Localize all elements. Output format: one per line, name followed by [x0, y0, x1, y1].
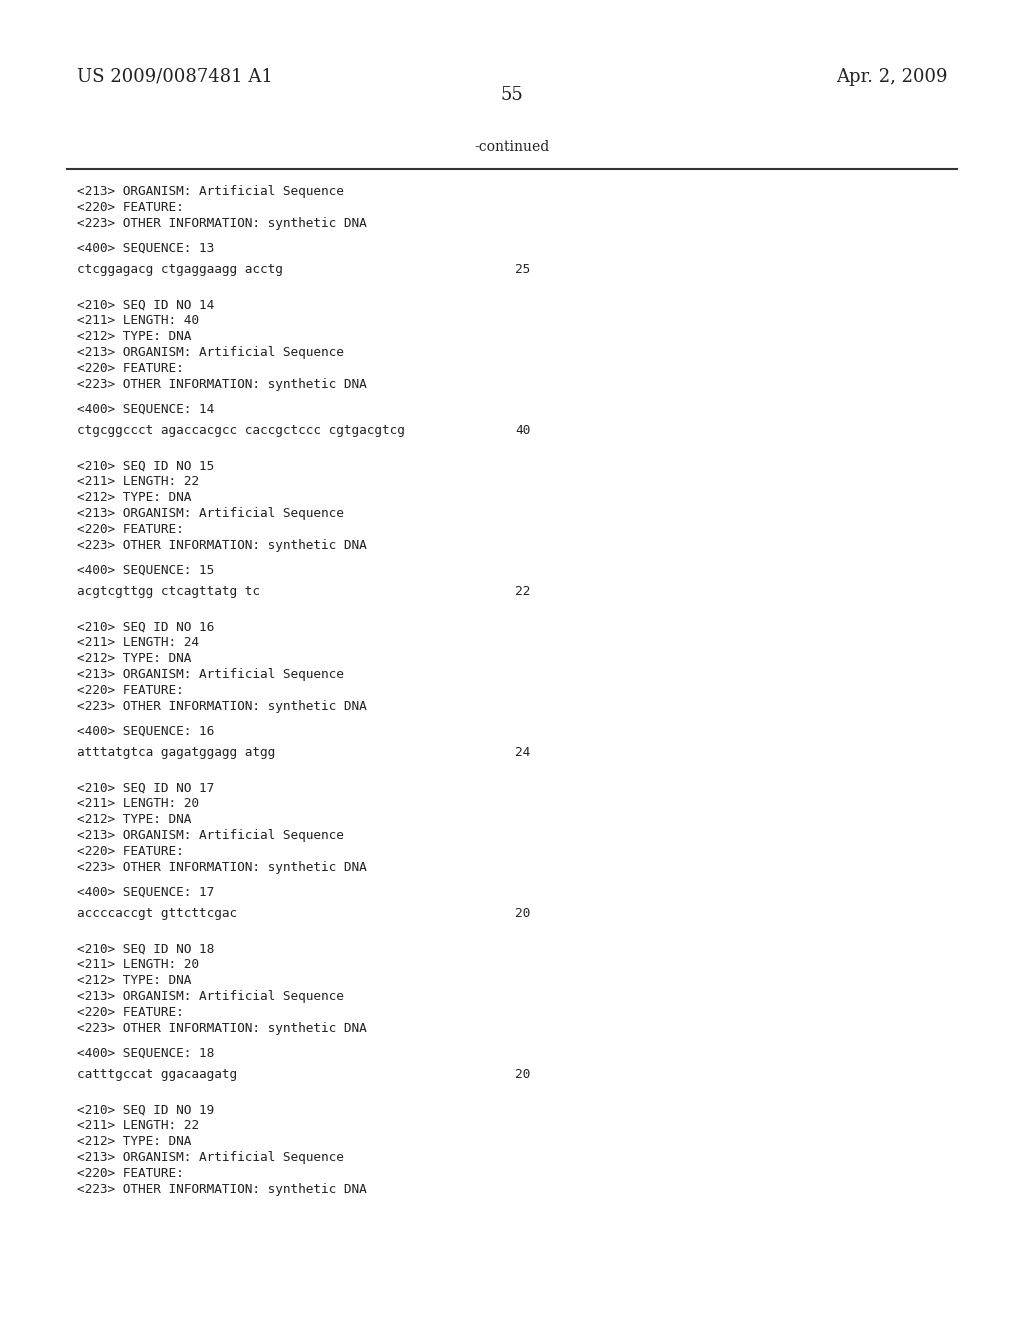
Text: <212> TYPE: DNA: <212> TYPE: DNA	[77, 652, 191, 665]
Text: acgtcgttgg ctcagttatg tc: acgtcgttgg ctcagttatg tc	[77, 585, 260, 598]
Text: <212> TYPE: DNA: <212> TYPE: DNA	[77, 491, 191, 504]
Text: <210> SEQ ID NO 18: <210> SEQ ID NO 18	[77, 942, 214, 956]
Text: 25: 25	[515, 263, 530, 276]
Text: <212> TYPE: DNA: <212> TYPE: DNA	[77, 330, 191, 343]
Text: <211> LENGTH: 20: <211> LENGTH: 20	[77, 797, 199, 810]
Text: catttgccat ggacaagatg: catttgccat ggacaagatg	[77, 1068, 237, 1081]
Text: 20: 20	[515, 907, 530, 920]
Text: <223> OTHER INFORMATION: synthetic DNA: <223> OTHER INFORMATION: synthetic DNA	[77, 861, 367, 874]
Text: <213> ORGANISM: Artificial Sequence: <213> ORGANISM: Artificial Sequence	[77, 507, 344, 520]
Text: 22: 22	[515, 585, 530, 598]
Text: <220> FEATURE:: <220> FEATURE:	[77, 845, 183, 858]
Text: <210> SEQ ID NO 15: <210> SEQ ID NO 15	[77, 459, 214, 473]
Text: 24: 24	[515, 746, 530, 759]
Text: <212> TYPE: DNA: <212> TYPE: DNA	[77, 974, 191, 987]
Text: <400> SEQUENCE: 15: <400> SEQUENCE: 15	[77, 564, 214, 577]
Text: <400> SEQUENCE: 18: <400> SEQUENCE: 18	[77, 1047, 214, 1060]
Text: <210> SEQ ID NO 17: <210> SEQ ID NO 17	[77, 781, 214, 795]
Text: <223> OTHER INFORMATION: synthetic DNA: <223> OTHER INFORMATION: synthetic DNA	[77, 1183, 367, 1196]
Text: <213> ORGANISM: Artificial Sequence: <213> ORGANISM: Artificial Sequence	[77, 990, 344, 1003]
Text: <213> ORGANISM: Artificial Sequence: <213> ORGANISM: Artificial Sequence	[77, 185, 344, 198]
Text: <400> SEQUENCE: 13: <400> SEQUENCE: 13	[77, 242, 214, 255]
Text: <223> OTHER INFORMATION: synthetic DNA: <223> OTHER INFORMATION: synthetic DNA	[77, 539, 367, 552]
Text: <400> SEQUENCE: 17: <400> SEQUENCE: 17	[77, 886, 214, 899]
Text: <210> SEQ ID NO 16: <210> SEQ ID NO 16	[77, 620, 214, 634]
Text: <213> ORGANISM: Artificial Sequence: <213> ORGANISM: Artificial Sequence	[77, 346, 344, 359]
Text: <220> FEATURE:: <220> FEATURE:	[77, 201, 183, 214]
Text: Apr. 2, 2009: Apr. 2, 2009	[836, 67, 947, 86]
Text: <212> TYPE: DNA: <212> TYPE: DNA	[77, 813, 191, 826]
Text: <211> LENGTH: 40: <211> LENGTH: 40	[77, 314, 199, 327]
Text: <223> OTHER INFORMATION: synthetic DNA: <223> OTHER INFORMATION: synthetic DNA	[77, 378, 367, 391]
Text: <400> SEQUENCE: 14: <400> SEQUENCE: 14	[77, 403, 214, 416]
Text: US 2009/0087481 A1: US 2009/0087481 A1	[77, 67, 272, 86]
Text: ctgcggccct agaccacgcc caccgctccc cgtgacgtcg: ctgcggccct agaccacgcc caccgctccc cgtgacg…	[77, 424, 404, 437]
Text: <223> OTHER INFORMATION: synthetic DNA: <223> OTHER INFORMATION: synthetic DNA	[77, 216, 367, 230]
Text: <220> FEATURE:: <220> FEATURE:	[77, 523, 183, 536]
Text: <220> FEATURE:: <220> FEATURE:	[77, 684, 183, 697]
Text: <211> LENGTH: 22: <211> LENGTH: 22	[77, 1119, 199, 1133]
Text: <400> SEQUENCE: 16: <400> SEQUENCE: 16	[77, 725, 214, 738]
Text: atttatgtca gagatggagg atgg: atttatgtca gagatggagg atgg	[77, 746, 275, 759]
Text: <213> ORGANISM: Artificial Sequence: <213> ORGANISM: Artificial Sequence	[77, 1151, 344, 1164]
Text: <223> OTHER INFORMATION: synthetic DNA: <223> OTHER INFORMATION: synthetic DNA	[77, 700, 367, 713]
Text: <210> SEQ ID NO 19: <210> SEQ ID NO 19	[77, 1104, 214, 1117]
Text: <220> FEATURE:: <220> FEATURE:	[77, 1006, 183, 1019]
Text: <211> LENGTH: 22: <211> LENGTH: 22	[77, 475, 199, 488]
Text: <211> LENGTH: 20: <211> LENGTH: 20	[77, 958, 199, 972]
Text: 55: 55	[501, 86, 523, 104]
Text: <223> OTHER INFORMATION: synthetic DNA: <223> OTHER INFORMATION: synthetic DNA	[77, 1022, 367, 1035]
Text: <220> FEATURE:: <220> FEATURE:	[77, 362, 183, 375]
Text: ctcggagacg ctgaggaagg acctg: ctcggagacg ctgaggaagg acctg	[77, 263, 283, 276]
Text: <212> TYPE: DNA: <212> TYPE: DNA	[77, 1135, 191, 1148]
Text: <210> SEQ ID NO 14: <210> SEQ ID NO 14	[77, 298, 214, 312]
Text: 20: 20	[515, 1068, 530, 1081]
Text: <213> ORGANISM: Artificial Sequence: <213> ORGANISM: Artificial Sequence	[77, 668, 344, 681]
Text: -continued: -continued	[474, 140, 550, 153]
Text: accccaccgt gttcttcgac: accccaccgt gttcttcgac	[77, 907, 237, 920]
Text: <220> FEATURE:: <220> FEATURE:	[77, 1167, 183, 1180]
Text: <211> LENGTH: 24: <211> LENGTH: 24	[77, 636, 199, 649]
Text: 40: 40	[515, 424, 530, 437]
Text: <213> ORGANISM: Artificial Sequence: <213> ORGANISM: Artificial Sequence	[77, 829, 344, 842]
